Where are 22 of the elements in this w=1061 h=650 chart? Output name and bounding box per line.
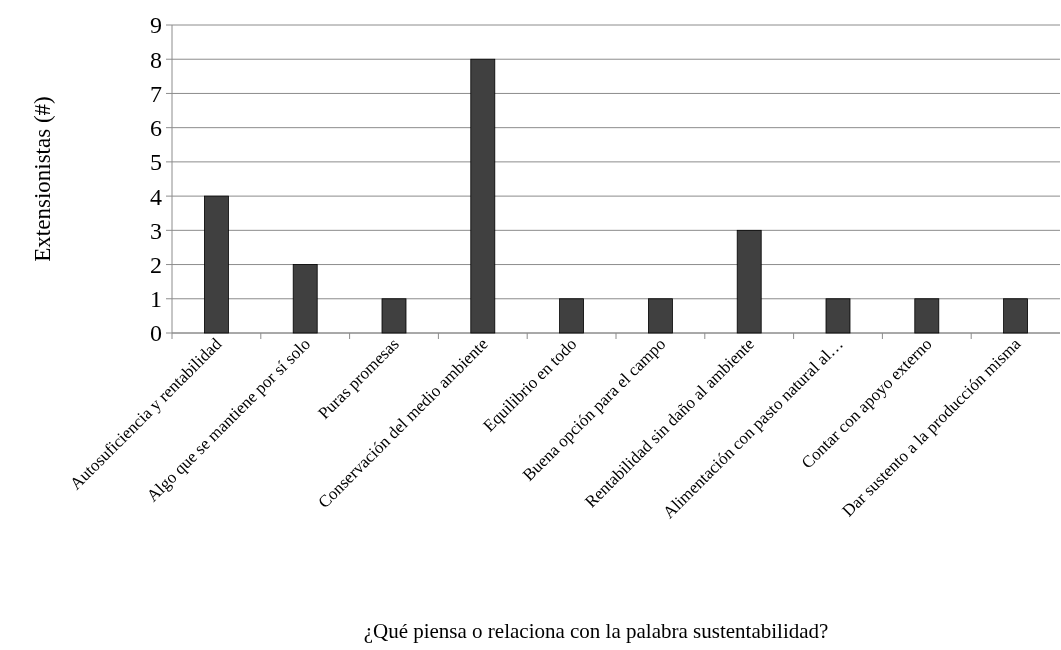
bar [914,298,940,334]
y-tick-label: 9 [150,12,162,39]
y-tick-label: 2 [150,251,162,278]
bar [204,195,229,334]
y-tick-label: 1 [150,286,162,313]
bar [292,264,318,334]
bar [1003,298,1028,334]
bar [381,298,407,334]
y-tick-label: 6 [150,115,162,142]
bar [825,298,851,334]
y-tick-label: 3 [150,217,162,244]
y-tick-label: 8 [150,46,162,73]
x-axis-title: ¿Qué piensa o relaciona con la palabra sustentabilidad? [363,619,829,643]
y-tick-label: 5 [150,149,162,176]
bar [736,229,762,334]
y-tick-label: 0 [150,320,162,347]
bar [648,298,673,334]
bar [470,58,496,334]
y-tick-label: 7 [150,80,162,107]
y-axis-title: Extensionistas (#) [30,96,55,262]
y-tick-label: 4 [150,183,162,210]
bar [559,298,584,334]
